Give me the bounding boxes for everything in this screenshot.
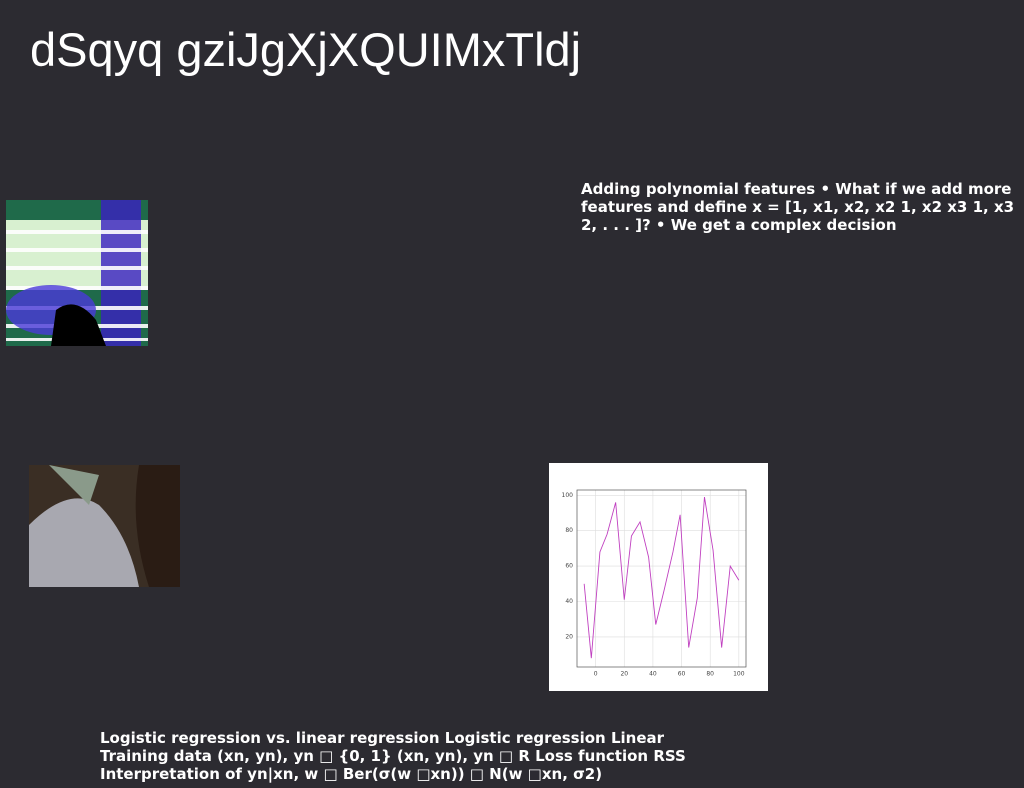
chart-image: 20 40 60 80 100 0 20 40 60 80 100 [549, 463, 768, 691]
y-tick-label: 100 [562, 492, 574, 499]
y-tick-label: 40 [565, 598, 573, 605]
data-line [583, 497, 740, 659]
chart: 20 40 60 80 100 0 20 40 60 80 100 [562, 489, 747, 678]
plot-frame [576, 489, 747, 668]
text-block: Adding polynomial features • What if we … [581, 180, 1015, 234]
y-tick-label: 60 [565, 563, 573, 570]
x-tick-label: 80 [706, 671, 714, 678]
text-block: Logistic regression vs. linear regressio… [100, 729, 686, 783]
x-tick-label: 100 [733, 671, 745, 678]
x-tick-label: 40 [649, 671, 657, 678]
x-tick-label: 0 [594, 671, 598, 678]
slide-title: dSqyq gziJgXjXQUIMxTldj [30, 23, 582, 76]
x-tick-label: 20 [620, 671, 628, 678]
y-tick-label: 20 [565, 633, 573, 640]
photo [6, 200, 148, 346]
y-tick-label: 80 [565, 527, 573, 534]
photo [29, 465, 180, 587]
x-tick-label: 60 [678, 671, 686, 678]
